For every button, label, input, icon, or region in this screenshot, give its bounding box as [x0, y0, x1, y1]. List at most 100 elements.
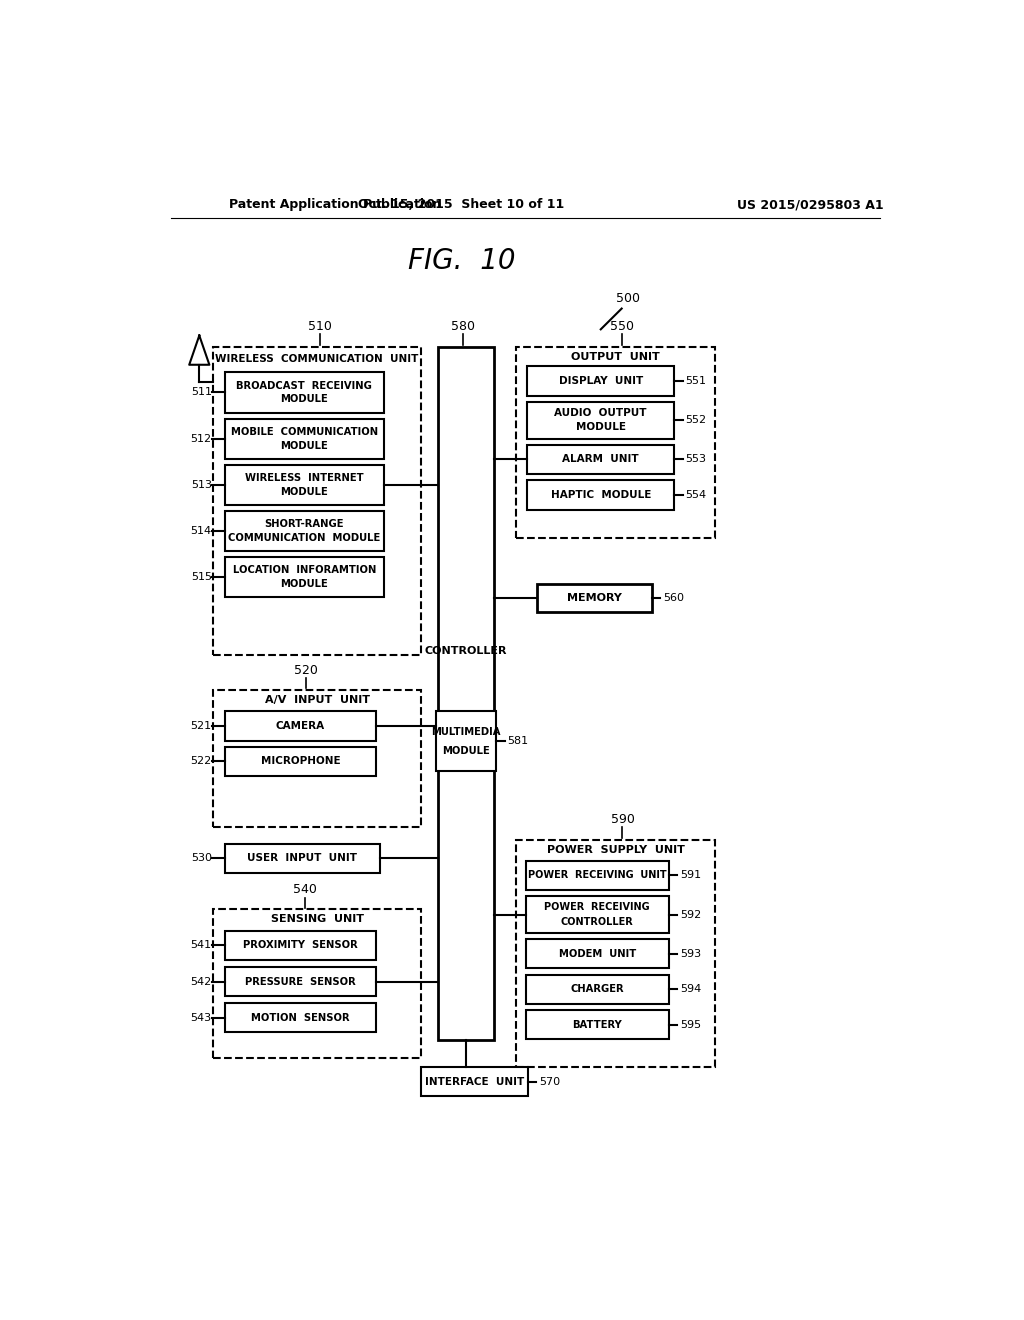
Bar	[421, 1067, 528, 1096]
Text: MULTIMEDIA: MULTIMEDIA	[431, 727, 501, 737]
Text: POWER  RECEIVING: POWER RECEIVING	[545, 902, 650, 912]
Text: 580: 580	[451, 319, 475, 333]
Text: CONTROLLER: CONTROLLER	[425, 647, 507, 656]
Text: BROADCAST  RECEIVING: BROADCAST RECEIVING	[237, 380, 373, 391]
Bar	[515, 347, 716, 539]
Bar	[525, 1010, 669, 1039]
Text: SHORT-RANGE: SHORT-RANGE	[264, 519, 344, 529]
Bar	[225, 843, 380, 873]
Text: MICROPHONE: MICROPHONE	[261, 756, 340, 767]
Text: 560: 560	[663, 593, 684, 603]
Bar	[435, 711, 496, 771]
Text: 591: 591	[680, 870, 700, 880]
Bar	[527, 367, 675, 396]
Text: 541: 541	[190, 940, 212, 950]
Text: 590: 590	[610, 813, 635, 825]
Text: Oct. 15, 2015  Sheet 10 of 11: Oct. 15, 2015 Sheet 10 of 11	[358, 198, 564, 211]
Text: 511: 511	[190, 388, 212, 397]
Text: 500: 500	[615, 292, 640, 305]
Text: SENSING  UNIT: SENSING UNIT	[270, 915, 364, 924]
Text: 515: 515	[190, 573, 212, 582]
Text: AUDIO  OUTPUT: AUDIO OUTPUT	[555, 408, 647, 418]
Text: MODULE: MODULE	[575, 422, 626, 432]
Text: 542: 542	[190, 977, 212, 986]
Text: 514: 514	[190, 527, 212, 536]
Bar	[527, 445, 675, 474]
Text: 521: 521	[190, 721, 212, 731]
Text: LOCATION  INFORAMTION: LOCATION INFORAMTION	[232, 565, 376, 576]
Bar	[527, 401, 675, 438]
Bar	[527, 480, 675, 510]
Bar	[538, 585, 652, 612]
Text: BATTERY: BATTERY	[572, 1019, 623, 1030]
Text: 520: 520	[294, 664, 318, 677]
Text: US 2015/0295803 A1: US 2015/0295803 A1	[736, 198, 884, 211]
Text: MOTION  SENSOR: MOTION SENSOR	[251, 1012, 350, 1023]
Text: USER  INPUT  UNIT: USER INPUT UNIT	[248, 853, 357, 863]
Bar	[213, 689, 421, 826]
Bar	[225, 1003, 376, 1032]
Text: 540: 540	[293, 883, 316, 896]
Text: MOBILE  COMMUNICATION: MOBILE COMMUNICATION	[230, 426, 378, 437]
Text: OUTPUT  UNIT: OUTPUT UNIT	[571, 352, 659, 362]
Text: 595: 595	[680, 1019, 700, 1030]
Bar	[225, 511, 384, 552]
Text: 551: 551	[685, 376, 707, 385]
Text: MODULE: MODULE	[281, 441, 328, 450]
Text: CHARGER: CHARGER	[570, 985, 624, 994]
Text: MODULE: MODULE	[442, 746, 489, 755]
Text: 530: 530	[190, 853, 212, 863]
Text: 512: 512	[190, 434, 212, 444]
Bar	[515, 840, 716, 1067]
Text: 592: 592	[680, 909, 701, 920]
Bar	[225, 966, 376, 997]
Bar	[213, 347, 421, 655]
Text: 554: 554	[685, 490, 707, 500]
Bar	[225, 557, 384, 598]
Bar	[525, 896, 669, 933]
Text: 510: 510	[308, 319, 332, 333]
Text: 594: 594	[680, 985, 701, 994]
Bar	[225, 931, 376, 960]
Text: PROXIMITY  SENSOR: PROXIMITY SENSOR	[243, 940, 357, 950]
Text: CAMERA: CAMERA	[275, 721, 325, 731]
Text: MODULE: MODULE	[281, 395, 328, 404]
Text: POWER  RECEIVING  UNIT: POWER RECEIVING UNIT	[528, 870, 667, 880]
Text: 581: 581	[507, 737, 528, 746]
Text: 552: 552	[685, 416, 707, 425]
Bar	[213, 909, 421, 1057]
Text: MODEM  UNIT: MODEM UNIT	[559, 949, 636, 958]
Bar	[525, 861, 669, 890]
Text: POWER  SUPPLY  UNIT: POWER SUPPLY UNIT	[547, 845, 684, 855]
Bar	[225, 711, 376, 741]
Text: 513: 513	[190, 480, 212, 490]
Text: DISPLAY  UNIT: DISPLAY UNIT	[559, 376, 643, 385]
Text: 543: 543	[190, 1012, 212, 1023]
Bar	[225, 747, 376, 776]
Bar	[525, 940, 669, 969]
Text: Patent Application Publication: Patent Application Publication	[228, 198, 441, 211]
Text: PRESSURE  SENSOR: PRESSURE SENSOR	[245, 977, 355, 986]
Text: COMMUNICATION  MODULE: COMMUNICATION MODULE	[228, 533, 381, 543]
Bar	[438, 347, 494, 1040]
Text: CONTROLLER: CONTROLLER	[561, 917, 634, 927]
Text: MODULE: MODULE	[281, 579, 328, 589]
Text: WIRELESS  COMMUNICATION  UNIT: WIRELESS COMMUNICATION UNIT	[215, 354, 419, 363]
Text: 570: 570	[539, 1077, 560, 1086]
Text: ALARM  UNIT: ALARM UNIT	[562, 454, 639, 465]
Text: 550: 550	[610, 319, 635, 333]
Text: 522: 522	[190, 756, 212, 767]
Text: WIRELESS  INTERNET: WIRELESS INTERNET	[245, 473, 364, 483]
Text: FIG.  10: FIG. 10	[408, 247, 515, 275]
Bar	[225, 418, 384, 459]
Bar	[225, 465, 384, 506]
Text: HAPTIC  MODULE: HAPTIC MODULE	[551, 490, 651, 500]
Text: 553: 553	[685, 454, 707, 465]
Text: MODULE: MODULE	[281, 487, 328, 496]
Text: A/V  INPUT  UNIT: A/V INPUT UNIT	[264, 694, 370, 705]
Text: MEMORY: MEMORY	[567, 593, 622, 603]
Text: INTERFACE  UNIT: INTERFACE UNIT	[425, 1077, 524, 1086]
Bar	[525, 974, 669, 1003]
Bar	[225, 372, 384, 412]
Text: 593: 593	[680, 949, 700, 958]
